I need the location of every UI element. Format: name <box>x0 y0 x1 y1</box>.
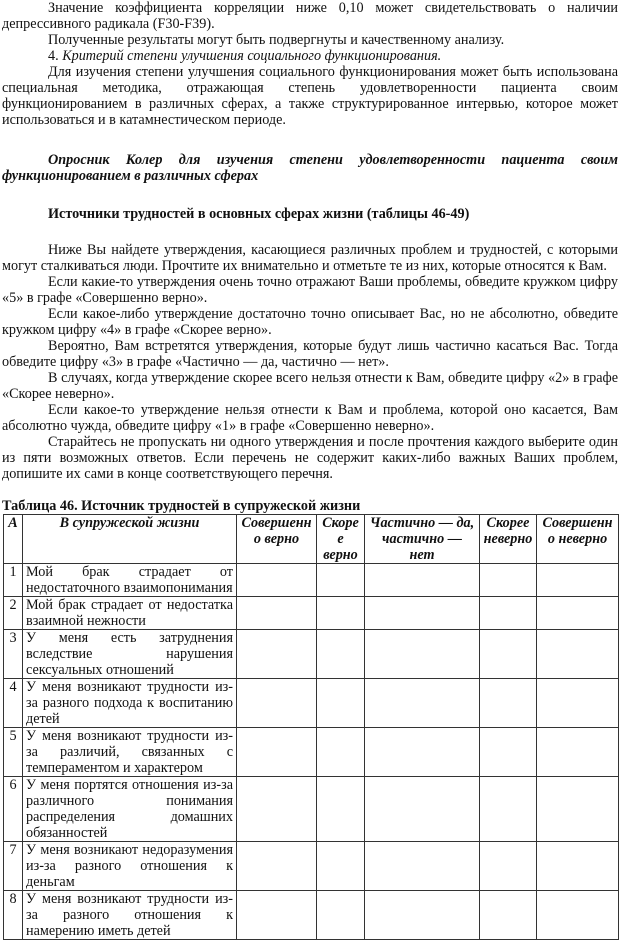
instruction: Если какое-либо утверждение достаточно т… <box>2 306 618 338</box>
answer-cell[interactable] <box>479 678 537 728</box>
paragraph: Значение коэффициента корреляции ниже 0,… <box>2 0 618 32</box>
row-number: 2 <box>3 596 23 630</box>
criterion-heading: Критерий степени улучшения социального ф… <box>62 48 442 64</box>
answer-cell[interactable] <box>316 727 365 777</box>
answer-cell[interactable] <box>364 596 480 630</box>
answer-cell[interactable] <box>364 629 480 679</box>
answer-cell[interactable] <box>316 841 365 891</box>
answer-cell[interactable] <box>236 563 317 597</box>
instruction: Вероятно, Вам встретятся утверждения, ко… <box>2 338 618 370</box>
answer-cell[interactable] <box>479 629 537 679</box>
answer-cell[interactable] <box>479 890 537 940</box>
answer-cell[interactable] <box>536 629 619 679</box>
answer-cell[interactable] <box>236 596 317 630</box>
answer-cell[interactable] <box>364 678 480 728</box>
item-number: 4. <box>48 48 63 64</box>
statement-cell: У меня возникают недоразумения из-за раз… <box>22 841 237 891</box>
answer-cell[interactable] <box>536 776 619 842</box>
answer-cell[interactable] <box>316 678 365 728</box>
statement-cell: Мой брак страдает от недостаточного взаи… <box>22 563 237 597</box>
answer-cell[interactable] <box>236 727 317 777</box>
paragraph: Для изучения степени улучшения социально… <box>2 64 618 128</box>
answer-cell[interactable] <box>364 776 480 842</box>
answer-cell[interactable] <box>316 890 365 940</box>
instruction: В случаях, когда утверждение скорее всег… <box>2 370 618 402</box>
answer-cell[interactable] <box>236 678 317 728</box>
instruction: Если какое-то утверждение нельзя отнести… <box>2 402 618 434</box>
answer-cell[interactable] <box>364 890 480 940</box>
statement-cell: У меня есть затруднения вследствие наруш… <box>22 629 237 679</box>
header-cell: Совершенно верно <box>236 514 317 564</box>
header-cell: В супружеской жизни <box>22 514 237 564</box>
row-number: 3 <box>3 629 23 679</box>
paragraph: Полученные результаты могут быть подверг… <box>48 32 505 48</box>
answer-cell[interactable] <box>316 629 365 679</box>
answer-cell[interactable] <box>536 563 619 597</box>
answer-cell[interactable] <box>479 596 537 630</box>
statement-cell: У меня портятся отношения из-за различно… <box>22 776 237 842</box>
table-row: 2 Мой брак страдает от недостатка взаимно… <box>3 596 619 630</box>
answer-cell[interactable] <box>236 890 317 940</box>
statement-cell: У меня возникают трудности из-за разного… <box>22 678 237 728</box>
statement-cell: У меня возникают трудности из-за разного… <box>22 890 237 940</box>
answer-cell[interactable] <box>479 841 537 891</box>
answer-cell[interactable] <box>364 727 480 777</box>
answer-cell[interactable] <box>479 563 537 597</box>
answer-cell[interactable] <box>536 890 619 940</box>
instruction: Старайтесь не пропускать ни одного утвер… <box>2 434 618 482</box>
row-number: 4 <box>3 678 23 728</box>
header-cell: Скорее неверно <box>479 514 537 564</box>
row-number: 8 <box>3 890 23 940</box>
answer-cell[interactable] <box>536 678 619 728</box>
table-caption: Таблица 46. Источник трудностей в супруж… <box>2 498 361 514</box>
row-number: 6 <box>3 776 23 842</box>
header-cell: А <box>3 514 23 564</box>
answer-cell[interactable] <box>236 841 317 891</box>
instruction: Ниже Вы найдете утверждения, касающиеся … <box>2 242 618 274</box>
document-page: Значение коэффициента корреляции ниже 0,… <box>2 0 618 482</box>
section-title: Источники трудностей в основных сферах ж… <box>48 206 470 222</box>
table-row: 1 Мой брак страдает от недостаточного вза… <box>3 563 619 597</box>
answer-cell[interactable] <box>536 727 619 777</box>
answer-cell[interactable] <box>536 841 619 891</box>
header-cell: Совершенно неверно <box>536 514 619 564</box>
instruction: Если какие-то утверждения очень точно от… <box>2 274 618 306</box>
row-number: 7 <box>3 841 23 891</box>
header-cell: Скорее верно <box>316 514 365 564</box>
answer-cell[interactable] <box>536 596 619 630</box>
answer-cell[interactable] <box>316 776 365 842</box>
header-cell: Частично — да, частично — нет <box>364 514 480 564</box>
answer-cell[interactable] <box>364 841 480 891</box>
table-header-row: А В супружеской жизни Совершенно верно С… <box>3 514 619 564</box>
questionnaire-title: Опросник Колер для изучения степени удов… <box>2 152 618 184</box>
answer-cell[interactable] <box>236 629 317 679</box>
answer-cell[interactable] <box>364 563 480 597</box>
row-number: 1 <box>3 563 23 597</box>
answer-cell[interactable] <box>236 776 317 842</box>
answer-cell[interactable] <box>316 596 365 630</box>
answer-cell[interactable] <box>316 563 365 597</box>
statement-cell: У меня возникают трудности из-за различи… <box>22 727 237 777</box>
answer-cell[interactable] <box>479 776 537 842</box>
answer-cell[interactable] <box>479 727 537 777</box>
row-number: 5 <box>3 727 23 777</box>
statement-cell: Мой брак страдает от недостатка взаимной… <box>22 596 237 630</box>
paragraph: 4. Критерий степени улучшения социальног… <box>2 48 618 64</box>
difficulties-table: А В супружеской жизни Совершенно верно С… <box>3 514 619 940</box>
